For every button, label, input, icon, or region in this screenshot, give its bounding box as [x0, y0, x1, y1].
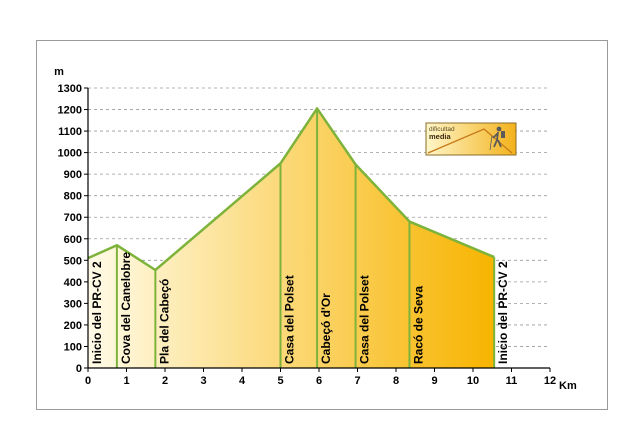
y-tick-label: 400 [64, 277, 82, 289]
badge-line2: media [429, 132, 452, 141]
x-tick-label: 0 [85, 375, 91, 387]
waypoint-label: Casa del Polset [358, 275, 372, 364]
y-tick-label: 0 [76, 363, 82, 375]
x-tick-label: 1 [123, 375, 129, 387]
x-tick-label: 2 [162, 375, 168, 387]
y-tick-label: 1000 [58, 148, 82, 160]
elevation-area [88, 108, 495, 368]
y-tick-label: 1300 [58, 83, 82, 95]
waypoint-labels: Inicio del PR-CV 2 Cova del Canelobre Pla … [90, 252, 510, 364]
y-tick-label: 200 [64, 320, 82, 332]
y-tick-label: 100 [64, 341, 82, 353]
waypoint-dividers [115, 108, 496, 368]
chart-frame: 0 100 200 300 400 500 600 700 800 900 1000 1100 1200… [36, 40, 608, 410]
x-tick-label: 3 [200, 375, 206, 387]
waypoint-label: Cova del Canelobre [119, 252, 133, 364]
x-tick-label: 9 [431, 375, 437, 387]
difficulty-badge: dificultad media [425, 122, 517, 156]
waypoint-label: Casa del Polset [283, 275, 297, 364]
x-tick-label: 6 [316, 375, 322, 387]
y-tick-label: 700 [64, 212, 82, 224]
x-tick-label: 4 [239, 375, 246, 387]
y-tick-labels: 0 100 200 300 400 500 600 700 800 900 1000 1100 1200… [58, 83, 82, 375]
elevation-chart: 0100200300400500600700800900100011001200… [54, 66, 577, 392]
x-tick-labels: 0 1 2 3 4 5 6 7 8 9 10 11 12 [85, 375, 556, 387]
hiker-icon [489, 126, 505, 151]
y-tick-label: 500 [64, 255, 82, 267]
x-tick-label: 5 [277, 375, 283, 387]
y-tick-label: 1100 [58, 126, 82, 138]
badge-mountain-line [427, 128, 513, 154]
y-tick-label: 900 [64, 169, 82, 181]
waypoint-label: Pla del Cabeçó [157, 279, 171, 364]
waypoint-label: Inicio del PR-CV 2 [496, 261, 510, 364]
x-tick-label: 11 [506, 375, 518, 387]
x-tick-label: 12 [544, 375, 556, 387]
badge-background [425, 122, 517, 156]
y-tick-label: 800 [64, 191, 82, 203]
x-tick-label: 10 [467, 375, 479, 387]
waypoint-label: Cabeçó d'Or [319, 293, 333, 364]
y-axis-unit: m [54, 66, 64, 78]
y-tick-label: 600 [64, 234, 82, 246]
elevation-profile-line [87, 107, 495, 272]
waypoint-label: Racó de Seva [411, 286, 425, 364]
x-tick-label: 7 [354, 375, 360, 387]
x-tick-label: 8 [393, 375, 399, 387]
y-tick-label: 300 [64, 298, 82, 310]
badge-line1: dificultad [429, 126, 455, 133]
axes [84, 87, 551, 372]
x-axis-unit: Km [559, 380, 577, 392]
waypoint-label: Inicio del PR-CV 2 [90, 261, 104, 364]
y-tick-label: 1200 [58, 105, 82, 117]
